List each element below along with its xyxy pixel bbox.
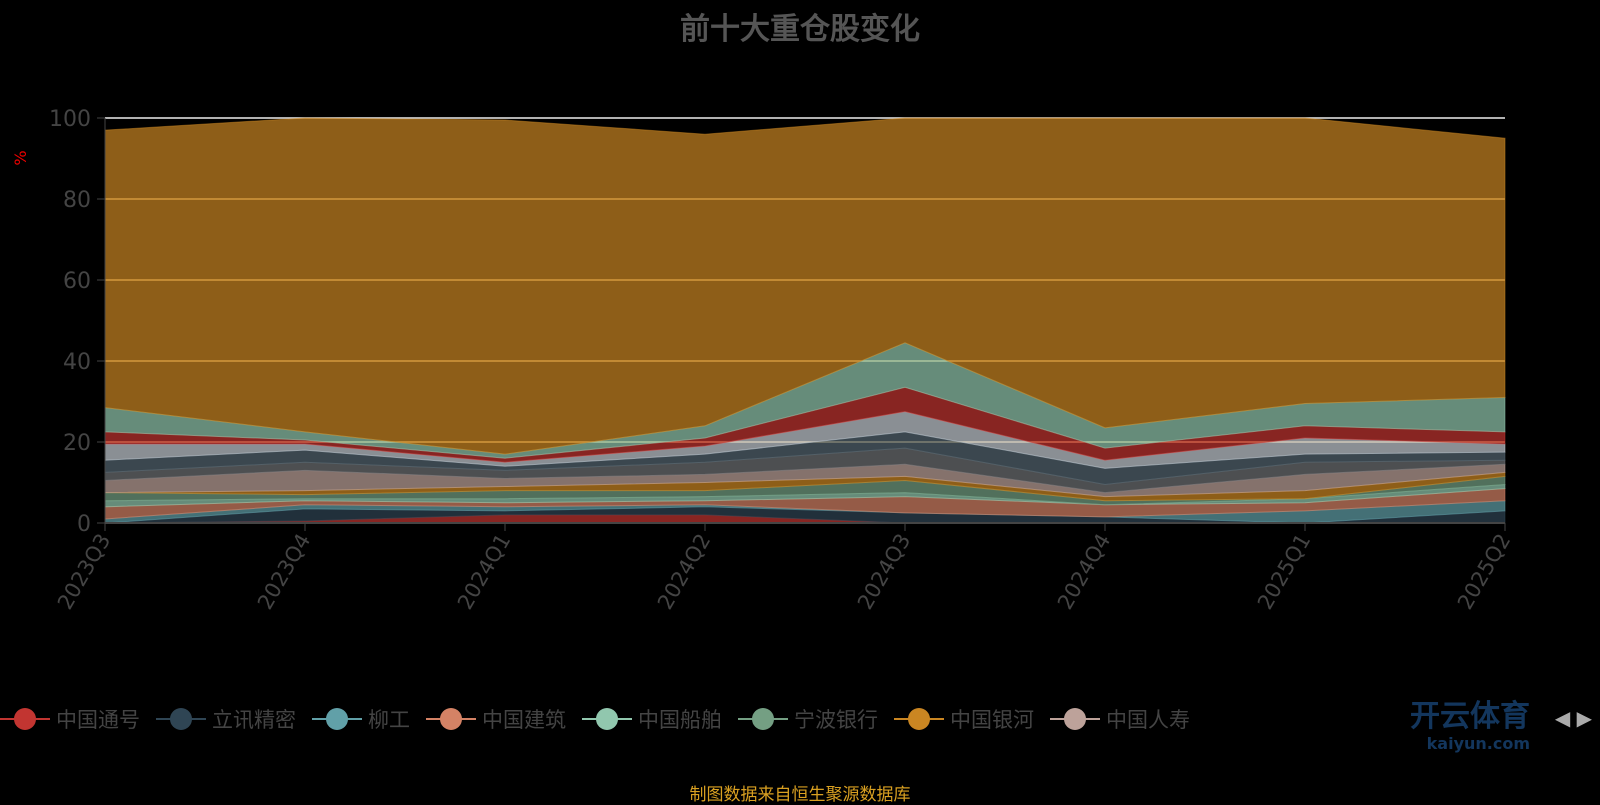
x-tick-label: 2024Q3 bbox=[853, 530, 915, 614]
legend-marker-icon bbox=[738, 707, 788, 731]
watermark-url: kaiyun.com bbox=[1426, 734, 1530, 753]
y-tick-label: 100 bbox=[49, 107, 91, 132]
legend-label: 宁波银行 bbox=[794, 708, 878, 732]
chart-title: 前十大重仓股变化 bbox=[680, 12, 920, 47]
legend-item[interactable]: 柳工 bbox=[312, 704, 410, 734]
legend-label: 立讯精密 bbox=[212, 708, 296, 732]
legend-marker-icon bbox=[1050, 707, 1100, 731]
x-tick-label: 2024Q4 bbox=[1053, 530, 1115, 614]
x-tick-label: 2025Q1 bbox=[1253, 530, 1315, 614]
legend-item[interactable]: 中国银河 bbox=[894, 704, 1034, 734]
legend-label: 中国建筑 bbox=[482, 708, 566, 732]
legend-prev-button[interactable]: ◀ bbox=[1554, 706, 1571, 730]
y-tick-label: 80 bbox=[63, 188, 91, 213]
y-tick-label: 0 bbox=[77, 512, 91, 537]
legend-marker-icon bbox=[582, 707, 632, 731]
area-series-14 bbox=[104, 117, 1506, 455]
legend-label: 柳工 bbox=[368, 708, 410, 732]
y-tick-label: 20 bbox=[63, 431, 91, 456]
y-tick-label: 60 bbox=[63, 269, 91, 294]
y-tick-label: 40 bbox=[63, 350, 91, 375]
legend-item[interactable]: 中国人寿 bbox=[1050, 704, 1190, 734]
legend-item[interactable]: 中国通号 bbox=[0, 704, 140, 734]
watermark-logo: 开云体育 kaiyun.com bbox=[1410, 700, 1530, 754]
legend-label: 中国人寿 bbox=[1106, 708, 1190, 732]
legend-item[interactable]: 宁波银行 bbox=[738, 704, 878, 734]
legend-marker-icon bbox=[894, 707, 944, 731]
legend-marker-icon bbox=[0, 707, 50, 731]
y-axis-label: % bbox=[11, 150, 30, 165]
legend-label: 中国银河 bbox=[950, 708, 1034, 732]
x-tick-label: 2024Q1 bbox=[453, 530, 515, 614]
legend-pager: ◀ ▶ bbox=[1555, 706, 1592, 730]
legend-item[interactable]: 立讯精密 bbox=[156, 704, 296, 734]
watermark-text: 开云体育 bbox=[1410, 699, 1530, 734]
legend-item[interactable]: 中国船舶 bbox=[582, 704, 722, 734]
legend-next-button[interactable]: ▶ bbox=[1576, 706, 1592, 730]
legend-label: 中国通号 bbox=[56, 708, 140, 732]
legend-item[interactable]: 中国建筑 bbox=[426, 704, 566, 734]
legend-marker-icon bbox=[312, 707, 362, 731]
x-tick-label: 2023Q3 bbox=[53, 530, 115, 614]
legend-marker-icon bbox=[426, 707, 476, 731]
x-tick-label: 2024Q2 bbox=[653, 530, 715, 614]
data-source-note: 制图数据来自恒生聚源数据库 bbox=[689, 785, 911, 805]
x-tick-label: 2023Q4 bbox=[253, 530, 315, 614]
legend: 中国通号 立讯精密 柳工 中国建筑 中国船舶 宁波银行 中国银河 中国人寿 bbox=[0, 705, 1300, 733]
x-tick-label: 2025Q2 bbox=[1453, 530, 1515, 614]
legend-label: 中国船舶 bbox=[638, 708, 722, 732]
stacked-area-chart: 0 20 40 60 80 100 2023Q3 2023Q4 2024Q1 2024Q2 2024… bbox=[11, 107, 1515, 614]
legend-marker-icon bbox=[156, 707, 206, 731]
